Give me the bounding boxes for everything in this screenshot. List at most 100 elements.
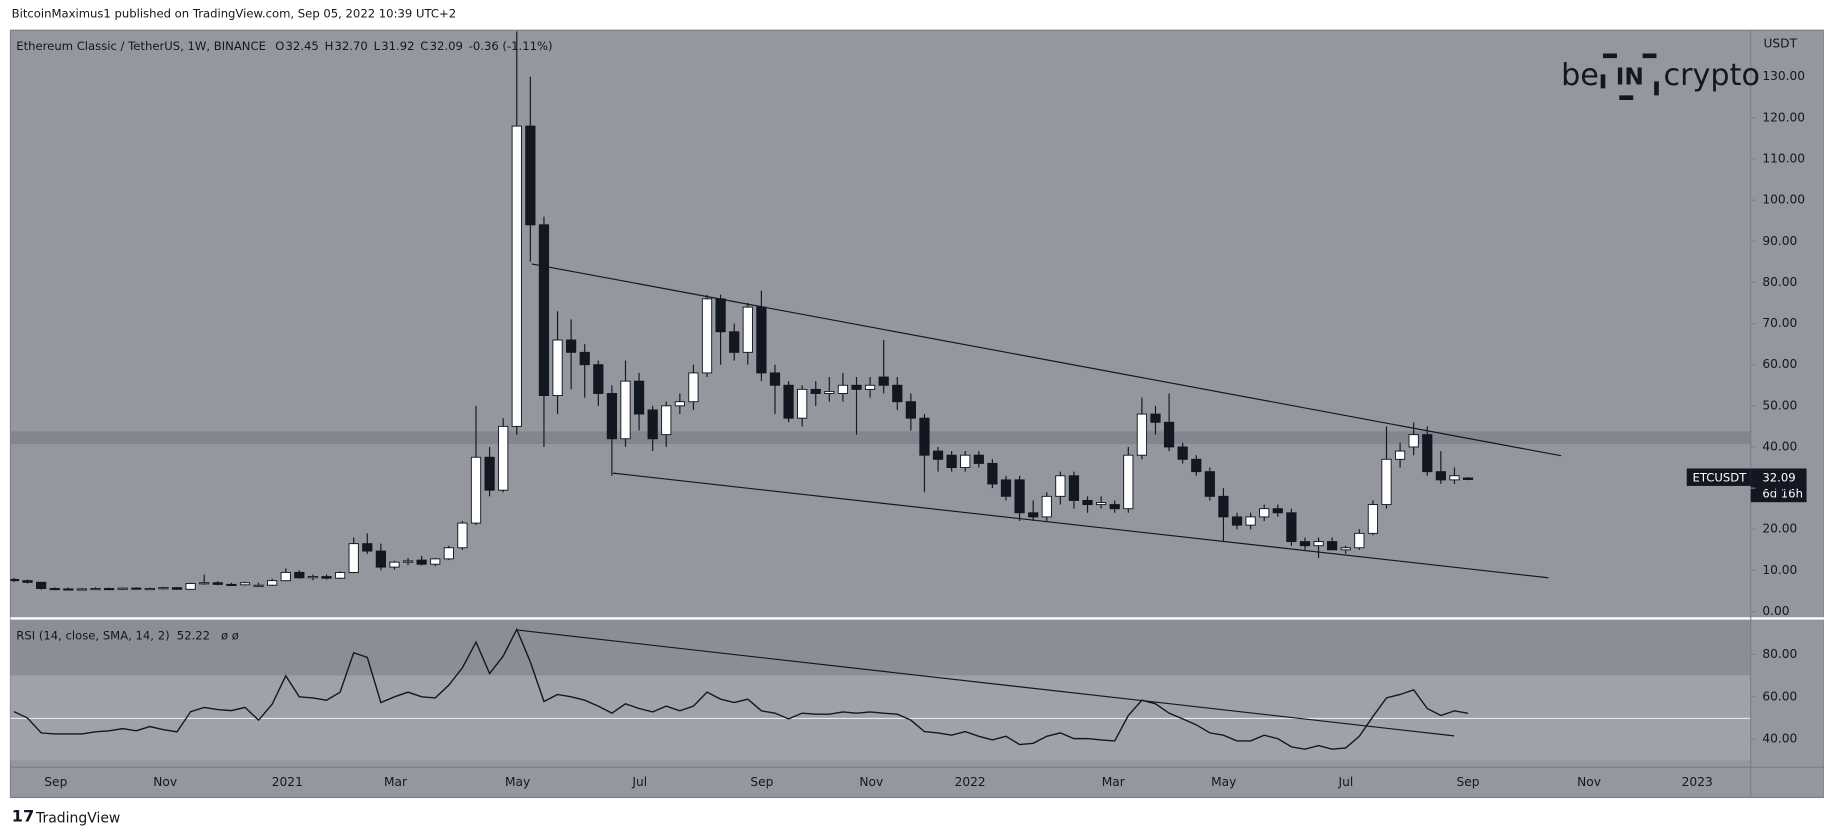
y-tick-label: 130.00: [1762, 69, 1805, 83]
y-tick-label: 40.00: [1762, 732, 1797, 746]
candle-body: [606, 393, 618, 440]
last-price: 32.09: [1762, 470, 1795, 484]
candle-body: [851, 384, 862, 390]
x-tick-label: May: [1211, 775, 1236, 789]
candle-body: [810, 388, 821, 394]
candle-body: [267, 580, 278, 586]
candle-body: [824, 390, 835, 394]
candle-body: [457, 522, 468, 549]
y-tick-label: 80.00: [1762, 275, 1797, 289]
rsi-upper-zone: [10, 619, 1751, 676]
candle-body: [960, 454, 971, 469]
candle-body: [239, 582, 251, 586]
legend-key: H: [325, 39, 334, 53]
candle-body: [1000, 479, 1012, 497]
candle-body: [498, 425, 509, 491]
candle-body: [1381, 458, 1392, 506]
candle-body: [484, 456, 495, 491]
symbol-label: ETCUSDT: [1693, 470, 1748, 484]
candle-body: [742, 306, 753, 353]
candle-body: [1327, 541, 1338, 551]
y-tick-label: 10.00: [1762, 563, 1797, 577]
candle-body: [1204, 471, 1215, 497]
candle-body: [416, 559, 427, 565]
candle-body: [22, 580, 33, 583]
footer: TradingView: [35, 810, 120, 826]
y-tick-label: 30.00: [1762, 481, 1797, 495]
logo-text: crypto: [1663, 58, 1759, 93]
candle-body: [430, 558, 441, 565]
candle-body: [307, 576, 319, 579]
x-tick-label: Jul: [1338, 775, 1354, 789]
legend-key: O: [275, 39, 284, 53]
candle-body: [389, 561, 400, 568]
y-tick-label: 0.00: [1762, 604, 1789, 618]
resistance-zone: [10, 431, 1751, 445]
x-tick-label: Sep: [750, 775, 773, 789]
candle-body: [443, 547, 454, 560]
candle-body: [973, 454, 984, 464]
legend-value: 31.92: [381, 39, 414, 53]
candle-body: [199, 582, 210, 585]
candle-body: [1055, 475, 1066, 497]
candle-body: [1313, 541, 1324, 547]
legend-title: Ethereum Classic / TetherUS, 1W, BINANCE: [16, 39, 266, 53]
candle-body: [1367, 504, 1379, 534]
candle-body: [1041, 495, 1052, 518]
candle-body: [1408, 434, 1419, 448]
candle-body: [90, 588, 101, 591]
candle-body: [321, 576, 332, 579]
candle-body: [715, 298, 726, 333]
candle-body: [905, 401, 916, 419]
candle-body: [511, 125, 522, 427]
legend-key: C: [420, 39, 428, 53]
candle-body: [63, 588, 74, 591]
x-tick-label: Mar: [384, 775, 408, 789]
candle-body: [878, 376, 889, 386]
candle-body: [932, 450, 944, 460]
rsi-value: 52.22: [177, 628, 210, 642]
candle-body: [1123, 454, 1134, 510]
y-tick-label: 90.00: [1762, 234, 1797, 248]
candle-body: [144, 588, 155, 591]
candle-body: [1422, 434, 1433, 473]
x-tick-label: Mar: [1102, 775, 1126, 789]
candle-body: [348, 543, 359, 573]
rsi-line: [13, 627, 1469, 750]
candle-body: [783, 384, 794, 419]
y-tick-label: 50.00: [1762, 398, 1797, 412]
symbol-tag: [1686, 468, 1751, 486]
upper-trendline: [531, 263, 1562, 457]
candle-body: [701, 298, 713, 374]
logo-text: IN: [1616, 63, 1644, 90]
candle-body: [1435, 471, 1446, 481]
candle-body: [1014, 479, 1025, 514]
candle-body: [837, 384, 849, 394]
price-legend: Ethereum Classic / TetherUS, 1W, BINANCE…: [16, 39, 552, 53]
candle-body: [1068, 475, 1080, 501]
legend-change: -0.36 (-1.11%): [469, 39, 553, 53]
price-tag: [1750, 468, 1807, 503]
candle-body: [756, 306, 767, 374]
lower-trendline: [612, 472, 1549, 579]
y-tick-label: 70.00: [1762, 316, 1797, 330]
y-tick-label: 80.00: [1762, 647, 1797, 661]
candle-body: [1449, 475, 1460, 481]
candle-body: [402, 560, 414, 563]
candle-body: [1272, 508, 1283, 514]
candle-body: [1231, 516, 1243, 526]
candle-body: [1394, 450, 1406, 460]
candle-body: [1354, 532, 1365, 549]
candle-body: [538, 224, 550, 397]
countdown: 6d 16h: [1762, 487, 1803, 501]
price-pane: [10, 31, 1474, 591]
y-tick-label: 20.00: [1762, 522, 1797, 536]
candle-body: [1299, 541, 1311, 547]
y-tick-label: 60.00: [1762, 357, 1797, 371]
rsi-title: RSI (14, close, SMA, 14, 2): [16, 628, 169, 642]
candle-body: [171, 587, 183, 590]
x-tick-label: 2023: [1682, 775, 1713, 789]
y-tick-label: 60.00: [1762, 689, 1797, 703]
candle-body: [280, 571, 291, 582]
